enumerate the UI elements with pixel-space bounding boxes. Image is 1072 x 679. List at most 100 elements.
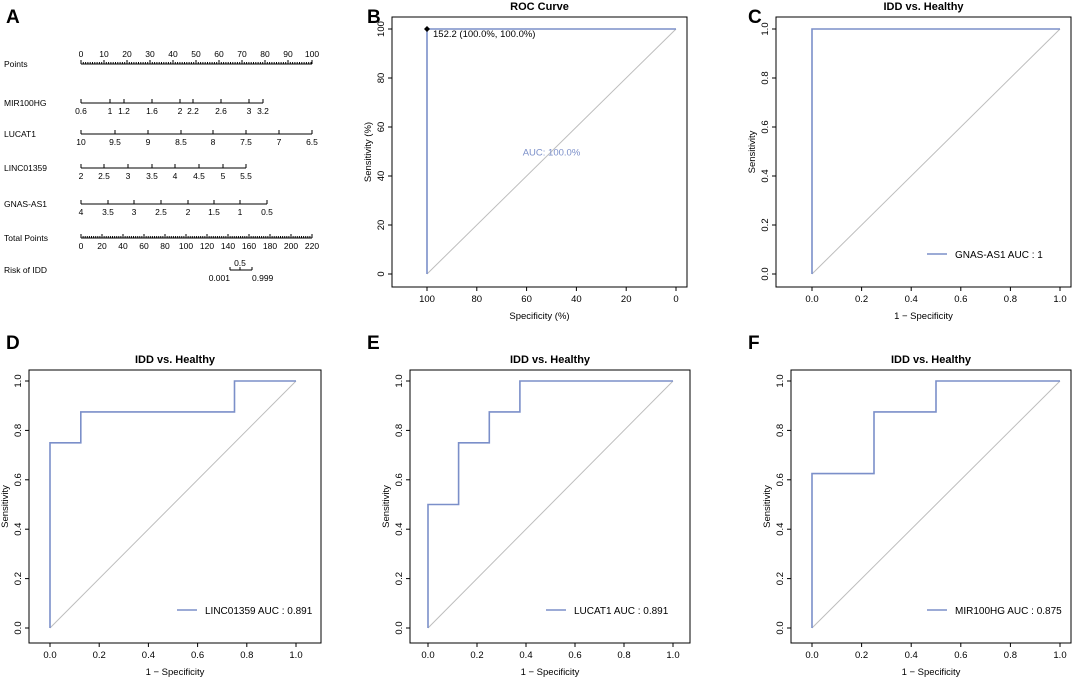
nomogram-tick-label: 30	[145, 49, 155, 59]
nomogram-tick-label: 0.5	[234, 258, 246, 268]
roc-curve-linc01359	[49, 380, 296, 628]
nomogram-tick-label: 3.5	[146, 171, 158, 181]
legend-label: LUCAT1 AUC : 0.891	[574, 606, 669, 617]
x-tick-label: 0.4	[519, 650, 532, 661]
x-tick-label: 0.8	[1004, 294, 1017, 305]
nomogram-label-total-points: Total Points	[4, 233, 48, 243]
nomogram-tick-label: 3.2	[257, 106, 269, 116]
x-axis-label: Specificity (%)	[509, 311, 569, 322]
nomogram-tick-label: 80	[260, 49, 270, 59]
nomogram-tick-label: 80	[160, 241, 170, 251]
nomogram-label-gnas-as1: GNAS-AS1	[4, 199, 47, 209]
roc-panel-e: IDD vs. Healthy 0.0 0.2 0.4 0.6 0.8 1.0 0.0 0.2 0…	[381, 354, 691, 678]
chart-title: IDD vs. Healthy	[135, 354, 216, 366]
y-axis-label: Sensitivity	[762, 485, 773, 528]
y-axis-label: Sensitivity	[381, 485, 392, 528]
x-tick-label: 0.2	[93, 650, 106, 661]
reference-diagonal	[427, 380, 674, 629]
roc-curve-gnas-as1	[811, 28, 1060, 274]
x-tick-label: 0.2	[855, 294, 868, 305]
nomogram-tick-label: 2	[178, 106, 183, 116]
nomogram-tick-label: 20	[122, 49, 132, 59]
nomogram-tick-label: 20	[97, 241, 107, 251]
nomogram-tick-label: 0	[79, 49, 84, 59]
x-tick-label: 0.6	[568, 650, 581, 661]
x-axis-label: 1 − Specificity	[894, 311, 953, 322]
nomogram-tick-label: 60	[139, 241, 149, 251]
x-tick-label: 0.0	[421, 650, 434, 661]
legend-label: LINC01359 AUC : 0.891	[205, 606, 313, 617]
nomogram-tick-label: 4	[79, 207, 84, 217]
y-tick-label: 0.8	[775, 424, 786, 437]
y-tick-label: 0.6	[760, 120, 771, 133]
y-axis-label: Sensitivity	[747, 130, 758, 173]
x-tick-label: 0.2	[470, 650, 483, 661]
y-tick-label: 20	[376, 220, 387, 231]
x-tick-label: 0.4	[905, 650, 918, 661]
nomogram-tick-label: 7	[277, 137, 282, 147]
y-tick-label: 0	[376, 271, 387, 276]
reference-diagonal	[811, 380, 1061, 629]
y-tick-label: 60	[376, 122, 387, 133]
x-tick-label: 0.8	[1004, 650, 1017, 661]
nomogram-label-mir100hg: MIR100HG	[4, 98, 47, 108]
y-tick-label: 0.4	[775, 523, 786, 536]
x-tick-label: 0	[673, 294, 678, 305]
nomogram-tick-label: 8.5	[175, 137, 187, 147]
nomogram-tick-label: 100	[179, 241, 193, 251]
nomogram-tick-label: 40	[118, 241, 128, 251]
nomogram-tick-label: 3.5	[102, 207, 114, 217]
y-tick-label: 0.0	[775, 621, 786, 634]
threshold-label: 152.2 (100.0%, 100.0%)	[433, 29, 535, 40]
nomogram-tick-label: 5	[221, 171, 226, 181]
y-tick-label: 0.0	[760, 267, 771, 280]
nomogram-tick-label: 1	[238, 207, 243, 217]
y-tick-label: 0.2	[775, 572, 786, 585]
y-axis-label: Sensitivity (%)	[363, 122, 374, 182]
legend-label: MIR100HG AUC : 0.875	[955, 606, 1062, 617]
roc-panel-f: IDD vs. Healthy 0.0 0.2 0.4 0.6 0.8 1.0 0.0 0.2 0…	[762, 354, 1072, 678]
y-tick-label: 0.0	[13, 621, 24, 634]
y-tick-label: 1.0	[13, 374, 24, 387]
chart-title: IDD vs. Healthy	[510, 354, 591, 366]
y-tick-label: 100	[376, 21, 387, 37]
nomogram-tick-label: 0	[79, 241, 84, 251]
nomogram-tick-label: 1.2	[118, 106, 130, 116]
nomogram-tick-label: 50	[191, 49, 201, 59]
x-tick-label: 0.4	[905, 294, 918, 305]
x-tick-label: 0.0	[805, 294, 818, 305]
plot-frame	[28, 369, 322, 644]
x-tick-label: 0.0	[43, 650, 56, 661]
roc-panel-c: IDD vs. Healthy 0.0 0.2 0.4 0.6 0.8 1.0 0.0 0.2 0…	[747, 1, 1072, 322]
nomogram-tick-label: 0.999	[252, 273, 274, 283]
legend-label: GNAS-AS1 AUC : 1	[955, 250, 1043, 261]
nomogram-tick-label: 40	[168, 49, 178, 59]
plot-frame	[775, 16, 1072, 288]
nomogram-tick-label: 160	[242, 241, 256, 251]
nomogram-tick-label: 9	[146, 137, 151, 147]
panel-letter-a: A	[6, 7, 20, 28]
nomogram-tick-label: 1	[108, 106, 113, 116]
roc-curve-lucat1	[427, 380, 673, 628]
x-tick-label: 80	[472, 294, 483, 305]
y-tick-label: 0.6	[775, 473, 786, 486]
y-tick-label: 0.8	[760, 71, 771, 84]
y-tick-label: 80	[376, 73, 387, 84]
nomogram-tick-label: 10	[99, 49, 109, 59]
reference-diagonal	[49, 380, 297, 629]
nomogram-tick-label: 4.5	[193, 171, 205, 181]
nomogram-tick-label: 8	[211, 137, 216, 147]
roc-curve-mir100hg	[811, 380, 1060, 628]
y-tick-label: 0.8	[13, 424, 24, 437]
x-tick-label: 1.0	[666, 650, 679, 661]
nomogram-tick-label: 1.5	[208, 207, 220, 217]
x-tick-label: 60	[521, 294, 532, 305]
roc-panel-d: IDD vs. Healthy 0.0 0.2 0.4 0.6 0.8 1.0 0.0 0.2 0…	[0, 354, 322, 678]
x-tick-label: 1.0	[1053, 650, 1066, 661]
plot-frame	[790, 369, 1072, 644]
nomogram-tick-label: 3	[132, 207, 137, 217]
chart-title: IDD vs. Healthy	[883, 1, 964, 13]
nomogram-tick-label: 120	[200, 241, 214, 251]
nomogram-label-lucat1: LUCAT1	[4, 129, 36, 139]
